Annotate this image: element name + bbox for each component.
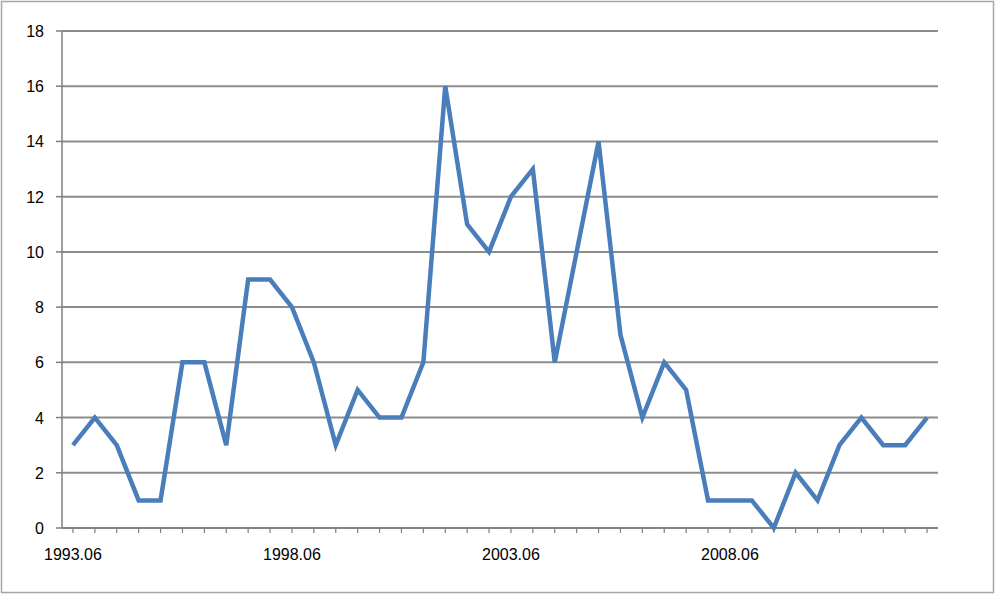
x-tick: [751, 528, 752, 533]
x-tick: [532, 528, 533, 533]
grid-line: [62, 196, 938, 198]
grid-line: [62, 251, 938, 253]
y-tick-label: 12: [26, 189, 44, 206]
x-tick-label: 2003.06: [482, 546, 540, 563]
y-tick-label: 0: [35, 520, 44, 537]
x-tick: [576, 528, 577, 533]
grid-line: [62, 527, 938, 529]
y-tick: [56, 85, 62, 87]
x-tick: [204, 528, 205, 533]
y-tick: [56, 251, 62, 253]
grid-line: [62, 140, 938, 142]
x-tick: [883, 528, 884, 533]
x-tick: [94, 528, 95, 533]
y-tick-label: 6: [35, 354, 44, 371]
x-tick: [379, 528, 380, 533]
x-tick-label: 2008.06: [701, 546, 759, 563]
x-tick: [795, 528, 796, 533]
x-tick: [291, 528, 292, 533]
y-tick: [56, 30, 62, 32]
x-tick: [554, 528, 555, 533]
x-tick: [248, 528, 249, 533]
y-tick-label: 8: [35, 299, 44, 316]
x-tick: [905, 528, 906, 533]
x-tick: [269, 528, 270, 533]
x-tick: [357, 528, 358, 533]
x-tick: [160, 528, 161, 533]
grid-line: [62, 30, 938, 32]
x-tick: [510, 528, 511, 533]
y-tick: [56, 141, 62, 143]
x-tick: [861, 528, 862, 533]
x-tick: [729, 528, 730, 533]
y-tick: [56, 472, 62, 474]
grid-line: [62, 472, 938, 474]
x-tick: [686, 528, 687, 533]
y-tick: [56, 306, 62, 308]
y-tick: [56, 417, 62, 419]
y-tick: [56, 196, 62, 198]
grid-line: [62, 85, 938, 87]
chart: 0 2 4 6 8 10 12 14 16 18 1993.06 1998.06 2003.06 2008…: [0, 0, 995, 595]
y-tick: [56, 527, 62, 529]
y-axis: [61, 31, 63, 528]
x-axis: [62, 527, 938, 529]
y-tick-label: 14: [26, 133, 44, 150]
x-tick: [598, 528, 599, 533]
y-tick-label: 16: [26, 78, 44, 95]
x-tick: [620, 528, 621, 533]
x-tick: [467, 528, 468, 533]
x-tick: [138, 528, 139, 533]
x-tick: [423, 528, 424, 533]
x-tick: [445, 528, 446, 533]
x-tick-label: 1993.06: [44, 546, 102, 563]
x-tick-label: 1998.06: [263, 546, 321, 563]
x-tick: [401, 528, 402, 533]
x-tick: [926, 528, 927, 533]
frame: [2, 2, 994, 593]
y-tick-label: 10: [26, 244, 44, 261]
x-tick: [642, 528, 643, 533]
x-tick: [313, 528, 314, 533]
series-line: [73, 86, 927, 528]
x-tick: [707, 528, 708, 533]
x-tick: [72, 528, 73, 533]
x-tick: [335, 528, 336, 533]
grid-line: [62, 306, 938, 308]
y-tick-label: 4: [35, 410, 44, 427]
y-tick-label: 2: [35, 465, 44, 482]
x-tick: [839, 528, 840, 533]
x-tick: [664, 528, 665, 533]
y-tick: [56, 362, 62, 364]
grid-line: [62, 417, 938, 419]
x-tick: [488, 528, 489, 533]
plot-area: [73, 86, 927, 528]
x-tick: [116, 528, 117, 533]
x-tick: [226, 528, 227, 533]
x-tick: [817, 528, 818, 533]
x-tick: [182, 528, 183, 533]
y-tick-label: 18: [26, 23, 44, 40]
